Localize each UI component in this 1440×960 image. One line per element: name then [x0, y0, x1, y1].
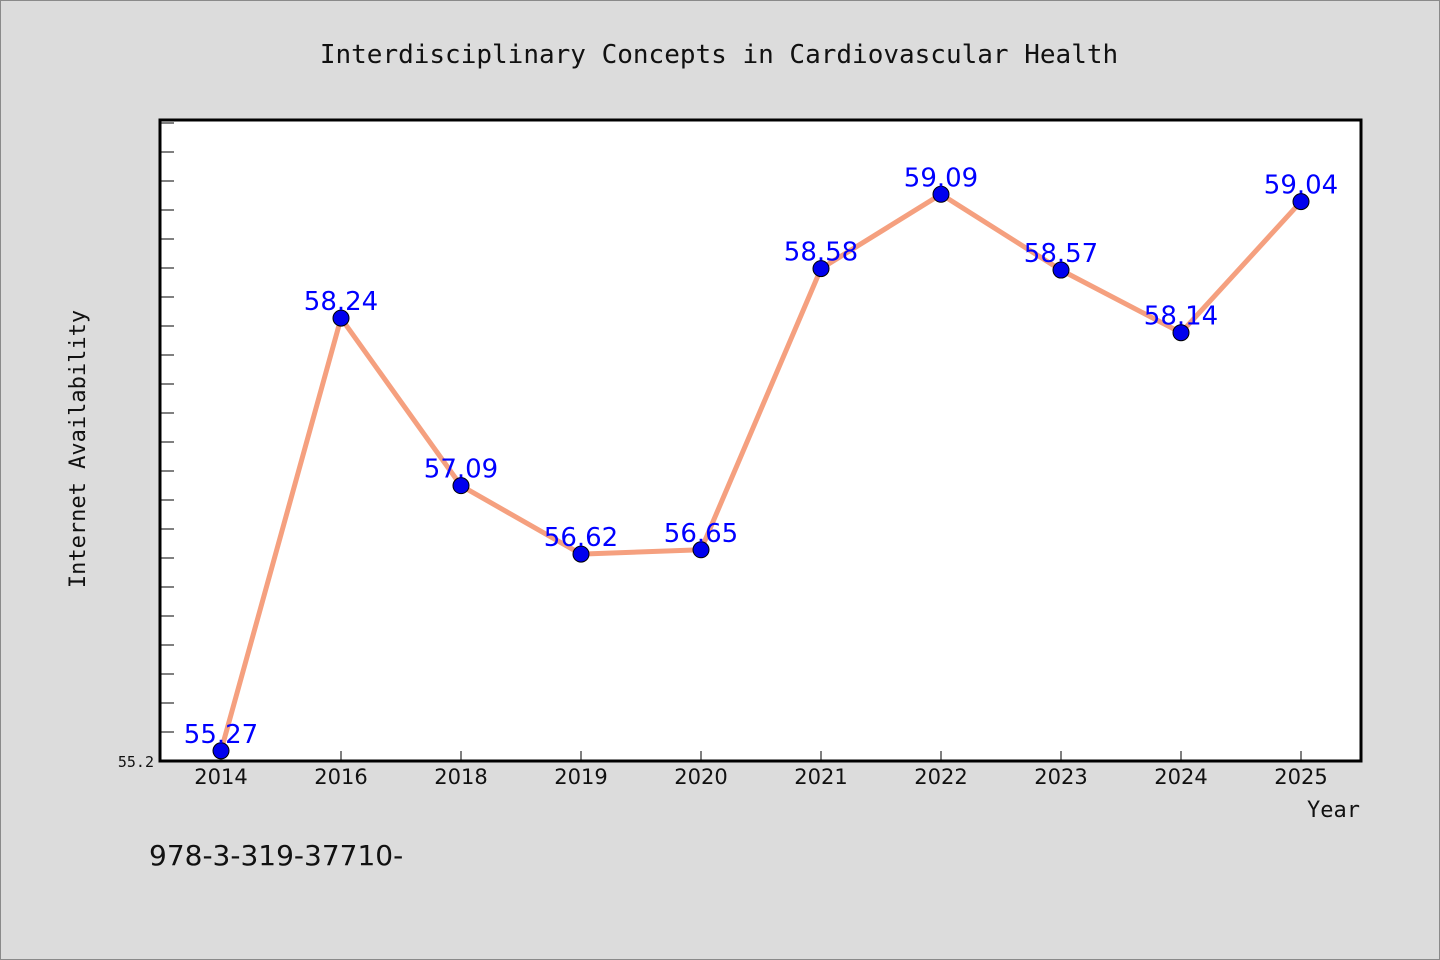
- data-label: 58.57: [1024, 239, 1098, 269]
- x-tick-label: 2016: [314, 765, 367, 789]
- x-tick-label: 2018: [434, 765, 487, 789]
- data-label: 58.24: [304, 287, 378, 317]
- data-label: 56.65: [664, 519, 738, 549]
- data-point: [332, 309, 350, 327]
- data-labels: 55.27 58.24 57.09 56.62 56.65 58.58 59.09 58.57…: [184, 163, 1338, 750]
- data-label: 58.14: [1144, 302, 1218, 332]
- chart-title: Interdisciplinary Concepts in Cardiovasc…: [320, 40, 1118, 70]
- data-point: [1172, 324, 1190, 342]
- data-label: 59.09: [904, 163, 978, 193]
- x-tick-label: 2023: [1034, 765, 1087, 789]
- data-point: [452, 477, 470, 495]
- data-label: 59.04: [1264, 171, 1338, 201]
- data-point: [1052, 261, 1070, 279]
- x-tick-label: 2014: [194, 765, 247, 789]
- data-point: [572, 545, 590, 563]
- x-axis-label: Year: [1307, 798, 1360, 823]
- x-tick-label: 2021: [794, 765, 847, 789]
- data-label: 56.62: [544, 523, 618, 553]
- data-label: 58.58: [784, 238, 858, 268]
- y-axis-ticks: [160, 122, 174, 733]
- data-point: [692, 541, 710, 559]
- plot-area: [158, 118, 1363, 763]
- data-label: 57.09: [424, 455, 498, 485]
- data-point: [212, 742, 230, 760]
- x-tick-labels: 2014 2016 2018 2019 2020 2021 2022 2023 2024 2025: [194, 765, 1327, 789]
- data-markers: [212, 185, 1310, 760]
- data-point: [812, 260, 830, 278]
- x-tick-label: 2024: [1154, 765, 1207, 789]
- x-tick-label: 2019: [554, 765, 607, 789]
- y-tick-label: 55.2: [118, 753, 154, 771]
- x-tick-label: 2020: [674, 765, 727, 789]
- series-line: [218, 191, 1304, 754]
- x-tick-label: 2022: [914, 765, 967, 789]
- x-tick-label: 2025: [1274, 765, 1327, 789]
- footer-text: 978-3-319-37710-: [149, 839, 403, 872]
- data-label: 55.27: [184, 720, 258, 750]
- data-point: [932, 185, 950, 203]
- series-line-group: [218, 191, 1304, 754]
- data-point: [1292, 193, 1310, 211]
- y-axis-label: Internet Availability: [66, 310, 91, 588]
